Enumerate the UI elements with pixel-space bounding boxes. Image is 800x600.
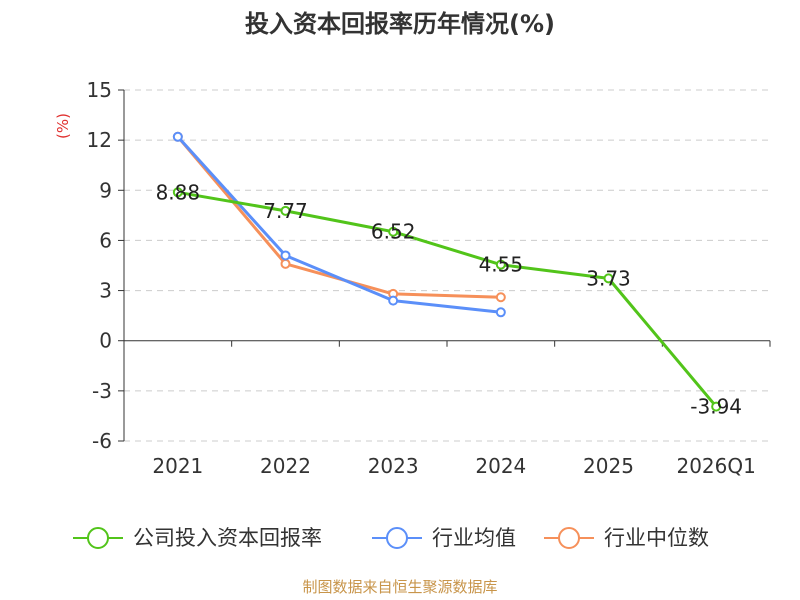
axes bbox=[123, 90, 770, 441]
series-point bbox=[603, 273, 614, 284]
legend-label: 公司投入资本回报率 bbox=[133, 526, 322, 550]
series-line bbox=[176, 135, 501, 299]
data-labels: 8.88 7.77 6.52 4.55 3.73 -3.94 bbox=[156, 180, 742, 418]
legend-marker bbox=[386, 527, 408, 549]
series-point bbox=[495, 307, 506, 318]
series-line bbox=[176, 135, 501, 314]
y-tick-label: 12 bbox=[87, 128, 112, 152]
legend-marker bbox=[87, 527, 109, 549]
series-point bbox=[711, 401, 722, 412]
x-tick-label: 2023 bbox=[368, 454, 419, 478]
series-point bbox=[495, 292, 506, 303]
data-label: 7.77 bbox=[263, 199, 308, 223]
series-line bbox=[177, 190, 718, 408]
series-point bbox=[280, 258, 291, 269]
grid bbox=[124, 89, 770, 442]
source-note: 制图数据来自恒生聚源数据库 bbox=[302, 578, 497, 596]
data-label: 8.88 bbox=[156, 180, 201, 204]
series-point bbox=[495, 259, 506, 270]
y-tick-label: -3 bbox=[92, 379, 112, 403]
y-tick-label: 0 bbox=[99, 329, 112, 353]
series-point bbox=[280, 205, 291, 216]
series-point bbox=[388, 226, 399, 237]
legend-marker bbox=[558, 527, 580, 549]
x-tick-label: 2024 bbox=[475, 454, 526, 478]
series-layer bbox=[172, 131, 722, 412]
y-tick-label: 3 bbox=[99, 279, 112, 303]
y-tick-label: 6 bbox=[99, 228, 112, 252]
data-label: 3.73 bbox=[586, 266, 631, 290]
series-point bbox=[172, 187, 183, 198]
x-tick-label: 2022 bbox=[260, 454, 311, 478]
x-tick-label: 2025 bbox=[583, 454, 634, 478]
legend[interactable]: 公司投入资本回报率 行业均值 行业中位数 bbox=[73, 526, 709, 550]
y-tick-label: 9 bbox=[99, 178, 112, 202]
y-axis-unit: (%) bbox=[54, 113, 72, 139]
chart-title: 投入资本回报率历年情况(%) bbox=[245, 10, 555, 38]
data-label: 6.52 bbox=[371, 220, 416, 244]
series-point bbox=[280, 250, 291, 261]
legend-label: 行业均值 bbox=[432, 526, 516, 550]
y-tick-label: 15 bbox=[87, 78, 112, 102]
series-point bbox=[172, 131, 183, 142]
data-label: 4.55 bbox=[479, 253, 524, 277]
x-tick-label: 2026Q1 bbox=[676, 454, 755, 478]
y-tick-label: -6 bbox=[92, 429, 112, 453]
x-ticks: 2021 2022 2023 2024 2025 2026Q1 bbox=[123, 340, 771, 478]
legend-label: 行业中位数 bbox=[604, 526, 709, 550]
series-point bbox=[388, 295, 399, 306]
x-tick-label: 2021 bbox=[152, 454, 203, 478]
y-ticks: 15 12 9 6 3 0 -3 -6 bbox=[87, 78, 124, 453]
data-label: -3.94 bbox=[690, 395, 742, 419]
